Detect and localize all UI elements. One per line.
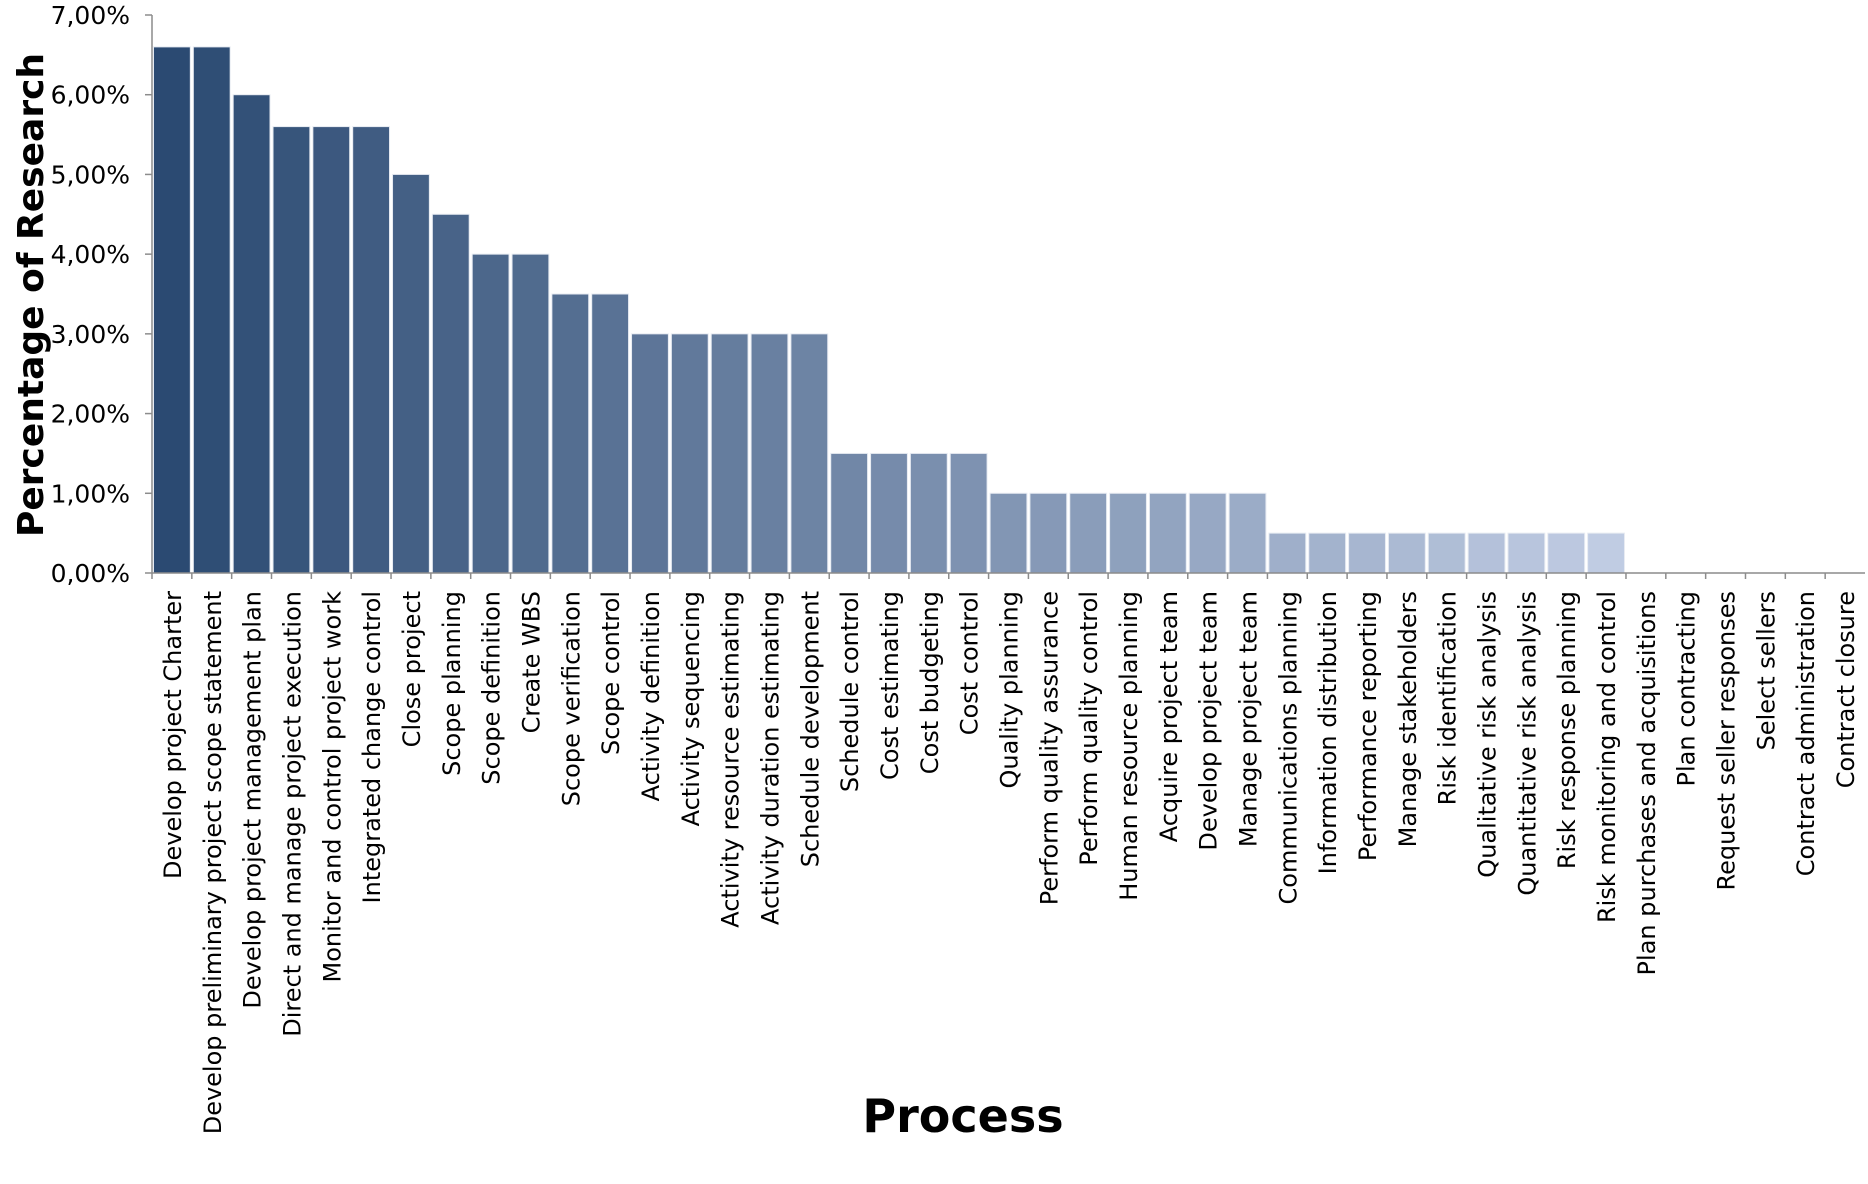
bar xyxy=(949,452,988,574)
x-tick-label: Perform quality control xyxy=(1075,591,1103,866)
y-ticks-group: 0,00% 1,00% 2,00% 3,00% 4,00% 5,00% 6,00% 7,00% xyxy=(51,1,152,588)
x-tick-label: Human resource planning xyxy=(1115,591,1143,901)
x-tick-label: Integrated change control xyxy=(358,591,386,903)
bar xyxy=(1228,492,1267,574)
x-axis-title: Process xyxy=(862,1089,1063,1143)
bar xyxy=(431,213,470,574)
x-tick-label: Scope definition xyxy=(478,591,506,785)
x-tick-label: Activity definition xyxy=(637,591,665,801)
x-tick-label: Activity resource estimating xyxy=(717,591,745,928)
x-tick-label: Direct and manage project execution xyxy=(278,591,306,1037)
x-tick-label: Qualitative risk analysis xyxy=(1474,591,1502,878)
x-tick-label: Contract administration xyxy=(1792,591,1820,876)
y-tick-label: 4,00% xyxy=(51,240,130,269)
x-tick-label: Risk monitoring and control xyxy=(1593,591,1621,923)
x-tick-label: Select sellers xyxy=(1752,591,1780,750)
x-tick-label: Scope verification xyxy=(557,591,585,806)
bar xyxy=(750,333,789,574)
bar xyxy=(1148,492,1187,574)
bar xyxy=(790,333,829,574)
x-tick-label: Manage project team xyxy=(1235,591,1263,847)
x-tick-label: Risk response planning xyxy=(1553,591,1581,869)
x-tick-label: Close project xyxy=(398,591,426,747)
bar xyxy=(392,173,430,574)
bar xyxy=(909,452,948,574)
bar xyxy=(591,293,630,574)
axes-group xyxy=(151,15,1865,574)
x-tick-label: Perform quality assurance xyxy=(1035,591,1063,905)
bar xyxy=(870,452,908,574)
x-tick-label: Create WBS xyxy=(517,591,545,733)
x-tick-label: Cost control xyxy=(956,591,984,735)
bar xyxy=(312,126,351,574)
x-tick-label: Plan purchases and acquisitions xyxy=(1633,591,1661,975)
bar xyxy=(1188,492,1227,574)
x-tick-label: Scope control xyxy=(597,591,625,755)
x-tick-label: Scope planning xyxy=(438,591,466,776)
bar xyxy=(551,293,590,574)
bar xyxy=(670,333,709,574)
x-labels-group: Develop project Charter Develop prelimina… xyxy=(151,573,1860,1134)
bar xyxy=(232,94,271,574)
bar xyxy=(511,253,550,574)
x-tick-label: Schedule development xyxy=(796,591,824,867)
x-tick-label: Activity duration estimating xyxy=(756,591,784,925)
x-tick-label: Develop preliminary project scope statem… xyxy=(199,591,227,1134)
y-tick-label: 7,00% xyxy=(51,1,130,30)
bar xyxy=(1387,532,1426,574)
bar xyxy=(1268,532,1307,574)
bar xyxy=(1507,532,1546,574)
bar xyxy=(1547,532,1586,574)
bar xyxy=(352,126,391,574)
bar xyxy=(830,452,869,574)
bar xyxy=(989,492,1028,574)
y-tick-label: 6,00% xyxy=(51,81,130,110)
x-tick-label: Develop project management plan xyxy=(239,591,267,1009)
bar xyxy=(1109,492,1147,574)
bar xyxy=(710,333,749,574)
x-tick-label: Performance reporting xyxy=(1354,591,1382,861)
x-tick-label: Cost budgeting xyxy=(916,591,944,774)
bars-group xyxy=(153,46,1625,574)
x-tick-label: Activity sequencing xyxy=(677,591,705,826)
y-axis-title: Percentage of Research xyxy=(11,53,52,537)
bar xyxy=(1348,532,1386,574)
x-tick-label: Develop project Charter xyxy=(159,591,187,879)
x-tick-label: Information distribution xyxy=(1314,591,1342,874)
x-tick-label: Quantitative risk analysis xyxy=(1513,591,1541,896)
y-tick-label: 1,00% xyxy=(51,479,130,508)
bar xyxy=(1029,492,1068,574)
y-tick-label: 3,00% xyxy=(51,320,130,349)
x-tick-label: Monitor and control project work xyxy=(318,591,346,983)
bar xyxy=(153,46,191,574)
y-tick-label: 2,00% xyxy=(51,400,130,429)
x-tick-label: Cost estimating xyxy=(876,591,904,780)
bar xyxy=(1427,532,1466,574)
x-tick-label: Plan contracting xyxy=(1673,591,1701,786)
x-tick-label: Contract closure xyxy=(1832,591,1860,788)
bar xyxy=(192,46,231,574)
bar xyxy=(1587,532,1625,574)
bar xyxy=(1308,532,1347,574)
y-tick-label: 5,00% xyxy=(51,160,130,189)
x-tick-label: Communications planning xyxy=(1274,591,1302,904)
bar xyxy=(631,333,669,574)
x-tick-label: Acquire project team xyxy=(1155,591,1183,842)
x-tick-label: Develop project team xyxy=(1195,591,1223,851)
x-tick-label: Manage stakeholders xyxy=(1394,591,1422,847)
bar xyxy=(471,253,510,574)
x-tick-label: Schedule control xyxy=(836,591,864,792)
bar xyxy=(1069,492,1108,574)
bar xyxy=(1467,532,1506,574)
x-tick-label: Request seller responses xyxy=(1713,591,1741,891)
y-tick-label: 0,00% xyxy=(51,559,130,588)
bar xyxy=(272,126,311,574)
x-tick-label: Quality planning xyxy=(996,591,1024,789)
x-tick-label: Risk identification xyxy=(1434,591,1462,805)
